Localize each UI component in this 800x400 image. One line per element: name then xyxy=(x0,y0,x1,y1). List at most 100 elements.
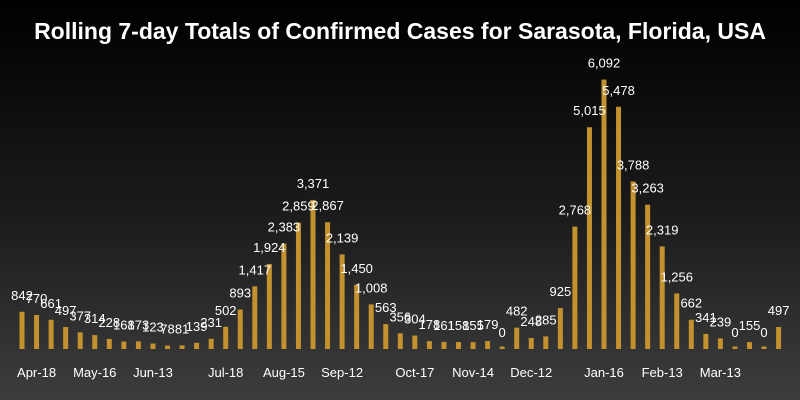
data-label: 842 xyxy=(11,288,33,303)
x-tick-label: Nov-14 xyxy=(452,365,494,380)
data-label: 6,092 xyxy=(588,56,621,71)
data-label: 1,256 xyxy=(660,269,693,284)
data-label: 2,768 xyxy=(559,203,592,218)
data-label: 482 xyxy=(506,304,528,319)
data-label: 2,859 xyxy=(282,199,315,214)
bar xyxy=(354,284,360,349)
data-label: 161 xyxy=(433,318,455,333)
bar xyxy=(659,246,665,349)
data-label: 1,924 xyxy=(253,240,286,255)
data-label: 0 xyxy=(760,325,767,340)
bar xyxy=(732,346,738,349)
bar xyxy=(528,338,534,349)
bar xyxy=(208,338,214,349)
data-label: 3,371 xyxy=(297,176,330,191)
bar xyxy=(77,332,83,349)
data-label: 497 xyxy=(768,303,790,318)
bar xyxy=(383,324,389,349)
data-label: 341 xyxy=(695,310,717,325)
x-tick-label: Dec-12 xyxy=(510,365,552,380)
x-tick-label: Apr-18 xyxy=(17,365,56,380)
data-label: 285 xyxy=(535,312,557,327)
bar xyxy=(703,333,709,349)
bar xyxy=(92,335,98,349)
data-label: 3,788 xyxy=(617,158,650,173)
bar xyxy=(19,311,25,349)
data-label: 377 xyxy=(69,308,91,323)
bar xyxy=(266,263,272,349)
bar xyxy=(412,335,418,349)
bar xyxy=(223,326,229,349)
data-label: 770 xyxy=(26,291,48,306)
bar xyxy=(761,346,767,349)
data-label: 158 xyxy=(448,318,470,333)
x-axis-ticks: Apr-18 May-16 Jun-13 Jul-18 Aug-15 Sep-12 Oct-… xyxy=(17,365,741,380)
bar xyxy=(150,343,156,349)
data-label: 5,478 xyxy=(602,83,635,98)
data-label: 231 xyxy=(200,315,222,330)
bar xyxy=(281,243,287,349)
bar xyxy=(135,341,141,349)
data-label: 81 xyxy=(175,321,189,336)
chart-title: Rolling 7-day Totals of Confirmed Cases … xyxy=(34,18,766,44)
data-label: 502 xyxy=(215,303,237,318)
data-label: 893 xyxy=(229,286,251,301)
bar xyxy=(165,345,170,349)
bar xyxy=(456,342,461,349)
bar xyxy=(121,341,127,349)
data-label: 314 xyxy=(84,311,106,326)
bar xyxy=(252,286,258,349)
data-label: 1,450 xyxy=(340,261,373,276)
bar xyxy=(586,127,592,350)
x-tick-label: Aug-15 xyxy=(263,365,305,380)
bar xyxy=(325,222,331,349)
data-label: 563 xyxy=(375,300,397,315)
bar xyxy=(310,199,316,349)
bar xyxy=(470,342,476,349)
bar xyxy=(48,319,54,349)
data-label: 2,383 xyxy=(268,220,301,235)
bar xyxy=(776,327,782,349)
data-label: 2,319 xyxy=(646,222,679,237)
data-label: 5,015 xyxy=(573,103,606,118)
data-label: 239 xyxy=(710,314,732,329)
bar xyxy=(368,304,374,349)
bar xyxy=(717,338,723,349)
data-label: 3,263 xyxy=(631,181,664,196)
bars-layer xyxy=(19,79,782,350)
data-label: 168 xyxy=(113,318,135,333)
bar xyxy=(397,333,403,349)
data-label: 2,139 xyxy=(326,230,359,245)
bar xyxy=(688,319,694,349)
bar xyxy=(499,346,505,349)
x-tick-label: May-16 xyxy=(73,365,116,380)
data-label: 356 xyxy=(389,309,411,324)
x-tick-label: Mar-13 xyxy=(700,365,741,380)
bar xyxy=(63,327,69,349)
bar xyxy=(34,314,40,349)
bar xyxy=(747,342,752,349)
data-label: 497 xyxy=(55,303,77,318)
data-label: 179 xyxy=(477,317,499,332)
data-label: 178 xyxy=(419,317,441,332)
bar xyxy=(194,342,200,349)
data-label: 0 xyxy=(499,325,506,340)
bar xyxy=(441,341,447,349)
bar xyxy=(630,181,636,349)
x-tick-label: Jul-18 xyxy=(208,365,243,380)
bar xyxy=(572,226,578,349)
x-tick-label: Jun-13 xyxy=(133,365,173,380)
data-label: 139 xyxy=(186,319,208,334)
bar xyxy=(543,336,549,349)
data-label: 661 xyxy=(40,296,62,311)
data-label: 662 xyxy=(680,296,702,311)
bar xyxy=(426,341,432,349)
bar xyxy=(601,79,607,350)
data-label: 248 xyxy=(520,314,542,329)
data-label: 1,417 xyxy=(239,262,272,277)
data-label: 155 xyxy=(739,318,761,333)
bar xyxy=(106,338,112,349)
bar xyxy=(514,327,520,349)
